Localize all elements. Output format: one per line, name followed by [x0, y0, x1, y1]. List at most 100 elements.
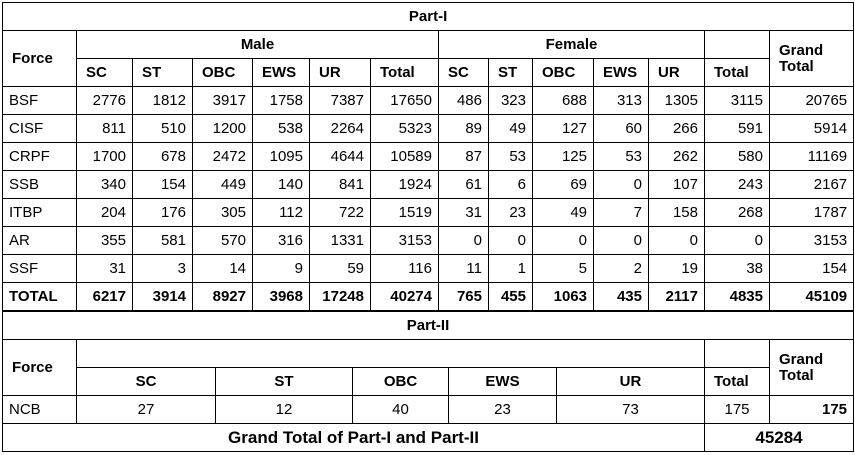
- total-label: TOTAL: [2, 282, 77, 311]
- column-header: EWS: [448, 367, 557, 396]
- value-cell: 243: [704, 170, 770, 199]
- value-cell: 580: [704, 142, 770, 171]
- value-cell: 49: [532, 198, 594, 227]
- title-row: Part-I: [1, 2, 855, 31]
- value-cell: 69: [532, 170, 594, 199]
- value-cell: 2264: [309, 114, 371, 143]
- column-header: OBC: [192, 58, 253, 87]
- total-cell: 2117: [648, 282, 705, 311]
- force-name: SSF: [2, 254, 77, 283]
- value-cell: 23: [488, 198, 533, 227]
- value-cell: 11169: [768, 142, 855, 171]
- value-cell: 0: [593, 226, 649, 255]
- total-cell: 45109: [768, 282, 855, 311]
- value-cell: 175: [704, 395, 770, 424]
- data-row: SSB 340 154 449 140 841 1924 61 6 69 0 107 243 2167: [2, 170, 855, 199]
- value-cell: 313: [593, 86, 649, 115]
- column-header: UR: [648, 58, 705, 87]
- value-cell: 0: [593, 170, 649, 199]
- value-cell: 1924: [370, 170, 439, 199]
- value-cell: 811: [76, 114, 133, 143]
- value-cell: 5: [532, 254, 594, 283]
- value-cell: 20765: [768, 86, 855, 115]
- column-header: SC: [76, 367, 216, 396]
- value-cell: 7: [593, 198, 649, 227]
- total-cell: 3968: [252, 282, 310, 311]
- value-cell: 1200: [192, 114, 253, 143]
- value-cell: 486: [438, 86, 489, 115]
- value-cell: 154: [132, 170, 193, 199]
- header-blank: [76, 339, 705, 368]
- value-cell: 107: [648, 170, 705, 199]
- value-cell: 14: [192, 254, 253, 283]
- total-cell: 17248: [309, 282, 371, 311]
- value-cell: 6: [488, 170, 533, 199]
- header-male: Male: [76, 30, 439, 59]
- value-cell: 316: [252, 226, 310, 255]
- value-cell: 262: [648, 142, 705, 171]
- value-cell: 23: [448, 395, 557, 424]
- value-cell: 19: [648, 254, 705, 283]
- data-row: SSF 31 3 14 9 59 116 11 1 5 2 19 38 154: [2, 254, 855, 283]
- header-grand-total: Grand Total: [768, 339, 855, 396]
- value-cell: 1700: [76, 142, 133, 171]
- value-cell: 581: [132, 226, 193, 255]
- value-cell: 87: [438, 142, 489, 171]
- column-header: Total: [370, 58, 439, 87]
- value-cell: 176: [132, 198, 193, 227]
- value-cell: 0: [488, 226, 533, 255]
- data-row: BSF 2776 1812 3917 1758 7387 17650 486 323 688 313…: [2, 86, 855, 115]
- value-cell: 323: [488, 86, 533, 115]
- total-cell: 6217: [76, 282, 133, 311]
- header-grand-total: Grand Total: [768, 30, 855, 87]
- value-cell: 1095: [252, 142, 310, 171]
- value-cell: 0: [438, 226, 489, 255]
- value-cell: 449: [192, 170, 253, 199]
- value-cell: 570: [192, 226, 253, 255]
- subheader-row: SC ST OBC EWS UR Total SC ST OBC EWS UR Total: [3, 58, 854, 87]
- value-cell: 10589: [370, 142, 439, 171]
- force-name: CISF: [2, 114, 77, 143]
- grand-total-row: Grand Total of Part-I and Part-II 45284: [2, 423, 855, 452]
- value-cell: 591: [704, 114, 770, 143]
- value-cell: 60: [593, 114, 649, 143]
- column-header: OBC: [532, 58, 594, 87]
- header-blank: [704, 339, 770, 368]
- value-cell: 340: [76, 170, 133, 199]
- column-header: Total: [704, 367, 770, 396]
- column-header: SC: [438, 58, 489, 87]
- force-name: SSB: [2, 170, 77, 199]
- header-row: Force Grand Total: [2, 339, 855, 396]
- value-cell: 53: [593, 142, 649, 171]
- data-row: CISF 811 510 1200 538 2264 5323 89 49 127 60 266 591…: [2, 114, 855, 143]
- value-cell: 154: [768, 254, 855, 283]
- column-header: EWS: [252, 58, 310, 87]
- value-cell: 1331: [309, 226, 371, 255]
- value-cell: 112: [252, 198, 310, 227]
- value-cell: 17650: [370, 86, 439, 115]
- value-cell: 3: [132, 254, 193, 283]
- value-cell: 38: [704, 254, 770, 283]
- value-cell: 722: [309, 198, 371, 227]
- value-cell: 2167: [768, 170, 855, 199]
- grand-total-value: 45284: [703, 423, 855, 452]
- part-title: Part-II: [1, 311, 855, 340]
- part-title: Part-I: [1, 2, 855, 31]
- value-cell: 1: [488, 254, 533, 283]
- value-cell: 127: [532, 114, 594, 143]
- value-cell: 355: [76, 226, 133, 255]
- value-cell: 3115: [704, 86, 770, 115]
- value-cell: 538: [252, 114, 310, 143]
- value-cell: 5323: [370, 114, 439, 143]
- header-blank: [704, 30, 770, 59]
- force-name: CRPF: [2, 142, 77, 171]
- value-cell: 59: [309, 254, 371, 283]
- total-cell: 765: [438, 282, 489, 311]
- value-cell: 3153: [768, 226, 855, 255]
- column-header: ST: [132, 58, 193, 87]
- value-cell: 2776: [76, 86, 133, 115]
- header-female: Female: [438, 30, 705, 59]
- value-cell: 5914: [768, 114, 855, 143]
